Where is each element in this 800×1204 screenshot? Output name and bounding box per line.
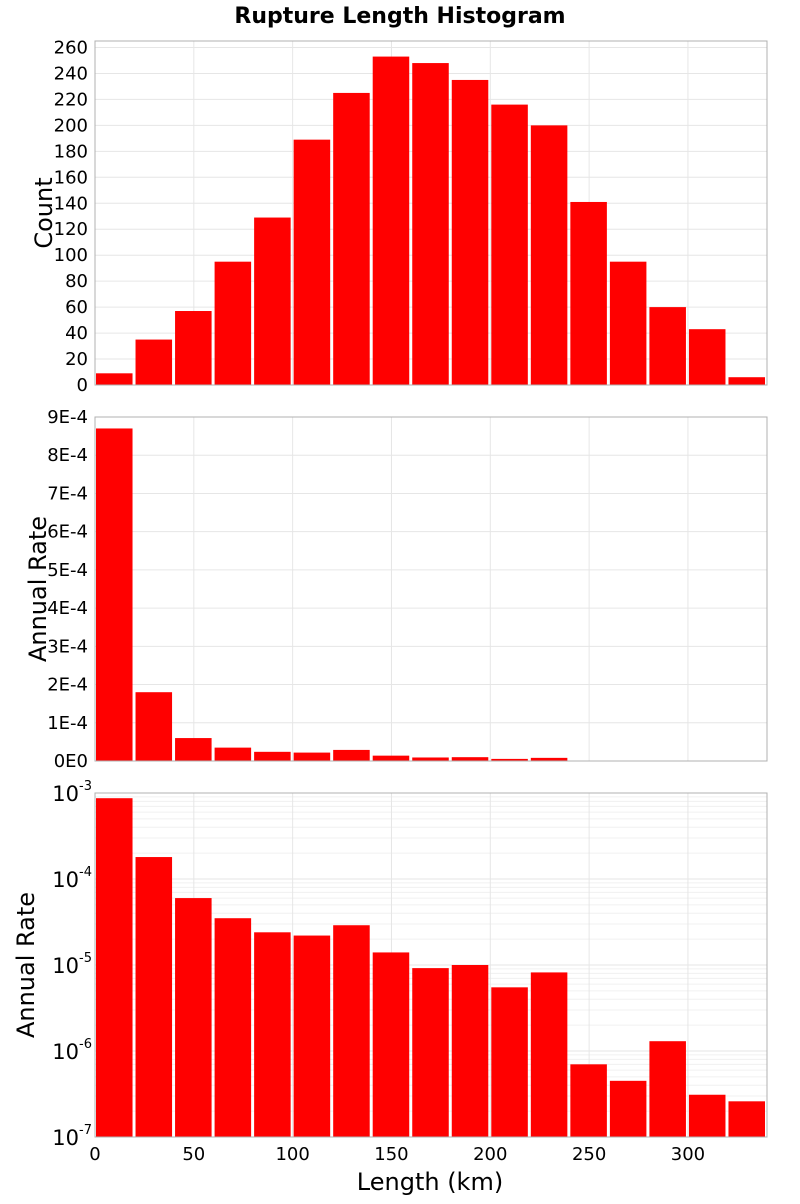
histogram-bar xyxy=(452,80,489,385)
y-tick-label: 2E-4 xyxy=(47,675,88,696)
y-tick-label: 5E-4 xyxy=(47,560,88,581)
histogram-bar xyxy=(491,987,528,1137)
histogram-bar xyxy=(531,972,568,1137)
y-axis-label: Annual Rate xyxy=(12,892,40,1038)
x-tick-label: 100 xyxy=(275,1144,309,1165)
panel-1: 0 20 40 60 80 100 120 140 160 180 200 220 240 260 Coun… xyxy=(30,37,767,396)
x-axis-label: Length (km) xyxy=(357,1168,503,1196)
histogram-bar xyxy=(531,125,568,385)
histogram-bar xyxy=(610,262,647,385)
x-tick-label: 200 xyxy=(473,1144,507,1165)
histogram-bar xyxy=(728,377,765,385)
histogram-bar xyxy=(136,692,173,761)
histogram-bar xyxy=(373,756,410,761)
histogram-bar xyxy=(333,925,370,1137)
histogram-bar xyxy=(294,936,331,1137)
histogram-bar xyxy=(689,329,726,385)
histogram-bar xyxy=(254,218,291,385)
histogram-bar xyxy=(491,105,528,385)
histogram-bar xyxy=(215,748,252,761)
y-tick-label: 1E-4 xyxy=(47,713,88,734)
y-tick-label: 9E-4 xyxy=(47,407,88,428)
y-tick-label: 6E-4 xyxy=(47,522,88,543)
histogram-bar xyxy=(452,965,489,1137)
y-tick-label: 260 xyxy=(54,37,88,58)
x-tick-label: 150 xyxy=(374,1144,408,1165)
panel-3: 10-7 10-6 10-5 10-4 10-3 Annual Rate 0 50 100 150… xyxy=(12,779,767,1165)
histogram-bar xyxy=(96,798,133,1137)
histogram-bar xyxy=(689,1095,726,1137)
histogram-bar xyxy=(215,262,252,385)
histogram-bar xyxy=(136,340,173,385)
histogram-bar xyxy=(254,932,291,1137)
histogram-bar xyxy=(175,898,212,1137)
y-tick-label: 220 xyxy=(54,89,88,110)
x-tick-label: 300 xyxy=(671,1144,705,1165)
y-tick-label: 7E-4 xyxy=(47,483,88,504)
y-tick-label: 3E-4 xyxy=(47,636,88,657)
histogram-bar xyxy=(610,1081,647,1137)
y-tick-label: 200 xyxy=(54,115,88,136)
y-tick-label: 40 xyxy=(65,323,88,344)
histogram-bar xyxy=(215,918,252,1137)
y-tick-label: 10-4 xyxy=(52,865,92,892)
y-tick-label: 240 xyxy=(54,63,88,84)
plot-area xyxy=(95,417,767,761)
histogram-bar xyxy=(452,757,489,761)
histogram-bar xyxy=(136,857,173,1137)
histogram-bar xyxy=(373,57,410,385)
y-tick-label: 100 xyxy=(54,245,88,266)
y-tick-label: 10-7 xyxy=(52,1123,92,1150)
histogram-bar xyxy=(175,738,212,761)
histogram-bar xyxy=(294,753,331,761)
histogram-bar xyxy=(333,750,370,761)
y-tick-label: 120 xyxy=(54,219,88,240)
y-tick-label: 10-6 xyxy=(52,1037,92,1064)
x-tick-label: 250 xyxy=(572,1144,606,1165)
histogram-bar xyxy=(728,1101,765,1137)
histogram-bar xyxy=(373,952,410,1137)
y-tick-label: 60 xyxy=(65,297,88,318)
histogram-bar xyxy=(333,93,370,385)
y-tick-label: 160 xyxy=(54,167,88,188)
x-tick-label: 0 xyxy=(89,1144,100,1165)
histogram-bar xyxy=(412,757,449,761)
y-axis-label: Count xyxy=(30,177,58,248)
y-tick-label: 80 xyxy=(65,271,88,292)
y-tick-label: 4E-4 xyxy=(47,598,88,619)
histogram-bar xyxy=(649,1041,686,1137)
panel-2: 0E0 1E-4 2E-4 3E-4 4E-4 5E-4 6E-4 7E-4 8E-4 9E-4 A… xyxy=(24,407,767,772)
y-tick-label: 0 xyxy=(77,375,88,396)
y-tick-label: 0E0 xyxy=(54,751,88,772)
histogram-bar xyxy=(96,373,133,385)
histogram-bar xyxy=(649,307,686,385)
histogram-bar xyxy=(294,140,331,385)
histogram-bar xyxy=(175,311,212,385)
histogram-bar xyxy=(570,202,607,385)
histogram-bar xyxy=(96,428,133,761)
y-axis-label: Annual Rate xyxy=(24,516,52,662)
y-tick-label: 8E-4 xyxy=(47,445,88,466)
y-tick-label: 140 xyxy=(54,193,88,214)
x-tick-label: 50 xyxy=(182,1144,205,1165)
y-tick-label: 10-3 xyxy=(52,779,92,806)
histogram-bar xyxy=(254,752,291,761)
histogram-bar xyxy=(570,1064,607,1137)
y-tick-label: 10-5 xyxy=(52,951,92,978)
histogram-bar xyxy=(412,63,449,385)
y-tick-label: 180 xyxy=(54,141,88,162)
y-tick-label: 20 xyxy=(65,349,88,370)
chart-title: Rupture Length Histogram xyxy=(234,4,565,29)
histogram-bar xyxy=(412,968,449,1137)
